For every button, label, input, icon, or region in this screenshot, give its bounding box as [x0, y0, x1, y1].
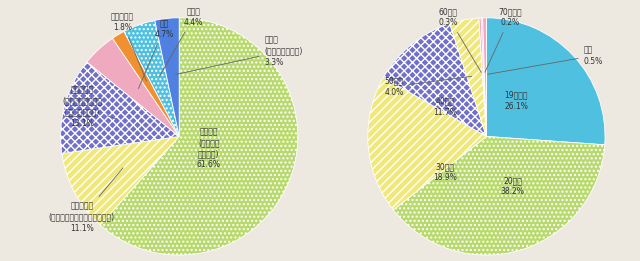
Text: 60歳代
0.3%: 60歳代 0.3% [439, 7, 481, 73]
Wedge shape [155, 18, 179, 137]
Text: 交際相手
(元交際相
手を含む)
61.6%: 交際相手 (元交際相 手を含む) 61.6% [197, 127, 221, 169]
Text: 不明
4.7%: 不明 4.7% [138, 19, 173, 88]
Text: 20歳代
38.2%: 20歳代 38.2% [500, 176, 524, 196]
Wedge shape [100, 18, 298, 255]
Wedge shape [62, 137, 179, 225]
Wedge shape [87, 38, 179, 137]
Wedge shape [368, 78, 486, 210]
Wedge shape [481, 18, 486, 137]
Wedge shape [383, 23, 486, 137]
Text: 30歳代
18.9%: 30歳代 18.9% [433, 162, 457, 182]
Wedge shape [483, 18, 486, 137]
Text: 50歳代
4.0%: 50歳代 4.0% [384, 76, 472, 97]
Text: その他
4.4%: その他 4.4% [160, 7, 203, 76]
Text: 配偶者
(元配偶者を含む)
3.3%: 配偶者 (元配偶者を含む) 3.3% [175, 35, 303, 74]
Wedge shape [479, 18, 486, 137]
Wedge shape [124, 20, 179, 137]
Text: 職場関係者
1.8%: 職場関係者 1.8% [111, 12, 147, 81]
Text: 不明
0.5%: 不明 0.5% [488, 46, 603, 74]
Wedge shape [61, 62, 179, 153]
Text: 70歳以上
0.2%: 70歳以上 0.2% [485, 7, 522, 72]
Text: 19歳以下
26.1%: 19歳以下 26.1% [504, 91, 528, 111]
Text: 知人・友人
(インターネット上のみの関係)
11.1%: 知人・友人 (インターネット上のみの関係) 11.1% [49, 168, 123, 233]
Wedge shape [113, 31, 179, 137]
Wedge shape [450, 18, 486, 137]
Wedge shape [486, 18, 605, 145]
Wedge shape [394, 137, 605, 255]
Text: 知人・友人
(インターネット上
のみの関係以外)
13.1%: 知人・友人 (インターネット上 のみの関係以外) 13.1% [62, 86, 117, 128]
Text: 40歳代
11.7%: 40歳代 11.7% [433, 97, 457, 117]
